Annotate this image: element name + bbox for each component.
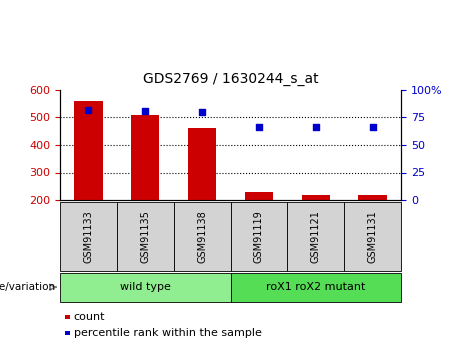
Text: wild type: wild type	[120, 282, 171, 292]
Point	[255, 125, 263, 130]
Text: percentile rank within the sample: percentile rank within the sample	[74, 328, 262, 338]
Text: GSM91131: GSM91131	[367, 210, 378, 263]
Text: genotype/variation: genotype/variation	[0, 282, 55, 292]
Point	[312, 125, 319, 130]
Text: GSM91121: GSM91121	[311, 210, 321, 263]
Bar	[301, 195, 330, 200]
Bar	[188, 128, 216, 200]
Point	[369, 125, 376, 130]
Text: roX1 roX2 mutant: roX1 roX2 mutant	[266, 282, 366, 292]
Text: GSM91133: GSM91133	[83, 210, 94, 263]
Bar	[358, 195, 387, 200]
Text: GSM91135: GSM91135	[140, 210, 150, 263]
Title: GDS2769 / 1630244_s_at: GDS2769 / 1630244_s_at	[143, 72, 318, 86]
Point	[85, 107, 92, 112]
Bar	[131, 115, 160, 200]
Text: count: count	[74, 313, 105, 322]
Bar	[74, 101, 102, 200]
Text: GSM91138: GSM91138	[197, 210, 207, 263]
Point	[142, 108, 149, 114]
Bar	[245, 193, 273, 200]
Text: GSM91119: GSM91119	[254, 210, 264, 263]
Point	[198, 109, 206, 115]
